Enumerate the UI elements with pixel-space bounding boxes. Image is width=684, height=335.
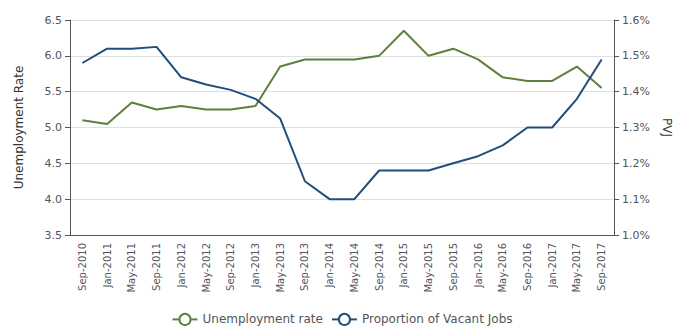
svg-text:3.5: 3.5 (45, 229, 63, 242)
svg-text:May-2017: May-2017 (571, 243, 582, 293)
svg-text:Jan-2014: Jan-2014 (324, 243, 335, 288)
svg-text:PVJ: PVJ (660, 118, 674, 137)
svg-text:1.4%: 1.4% (622, 85, 650, 98)
svg-text:Sep-2016: Sep-2016 (522, 243, 533, 291)
svg-text:1.6%: 1.6% (622, 14, 650, 27)
svg-text:May-2013: May-2013 (275, 243, 286, 293)
svg-text:May-2014: May-2014 (349, 243, 360, 293)
svg-text:Sep-2011: Sep-2011 (151, 243, 162, 291)
svg-text:1.5%: 1.5% (622, 49, 650, 62)
svg-text:Jan-2013: Jan-2013 (250, 243, 261, 288)
svg-text:4.0: 4.0 (45, 193, 63, 206)
svg-text:Sep-2014: Sep-2014 (374, 243, 385, 291)
svg-text:Jan-2017: Jan-2017 (547, 243, 558, 288)
svg-text:May-2011: May-2011 (126, 243, 137, 293)
svg-text:1.2%: 1.2% (622, 157, 650, 170)
svg-text:Jan-2011: Jan-2011 (102, 243, 113, 288)
svg-text:Unemployment Rate: Unemployment Rate (12, 66, 26, 190)
svg-text:1.1%: 1.1% (622, 193, 650, 206)
svg-text:May-2016: May-2016 (497, 243, 508, 293)
svg-text:May-2012: May-2012 (201, 243, 212, 293)
svg-text:5.5: 5.5 (45, 85, 63, 98)
svg-text:Unemployment rate: Unemployment rate (203, 312, 323, 326)
svg-text:Sep-2015: Sep-2015 (448, 243, 459, 291)
svg-text:Jan-2015: Jan-2015 (398, 243, 409, 288)
svg-text:Jan-2016: Jan-2016 (473, 243, 484, 288)
svg-text:6.0: 6.0 (45, 49, 63, 62)
svg-text:Jan-2012: Jan-2012 (176, 243, 187, 288)
svg-text:Sep-2010: Sep-2010 (77, 243, 88, 291)
svg-text:1.0%: 1.0% (622, 229, 650, 242)
svg-text:Sep-2013: Sep-2013 (299, 243, 310, 291)
svg-text:6.5: 6.5 (45, 14, 63, 27)
svg-text:5.0: 5.0 (45, 121, 63, 134)
svg-text:4.5: 4.5 (45, 157, 63, 170)
svg-text:Sep-2017: Sep-2017 (596, 243, 607, 291)
svg-text:1.3%: 1.3% (622, 121, 650, 134)
svg-text:Proportion of Vacant Jobs: Proportion of Vacant Jobs (362, 312, 513, 326)
svg-text:May-2015: May-2015 (423, 243, 434, 293)
svg-text:Sep-2012: Sep-2012 (225, 243, 236, 291)
